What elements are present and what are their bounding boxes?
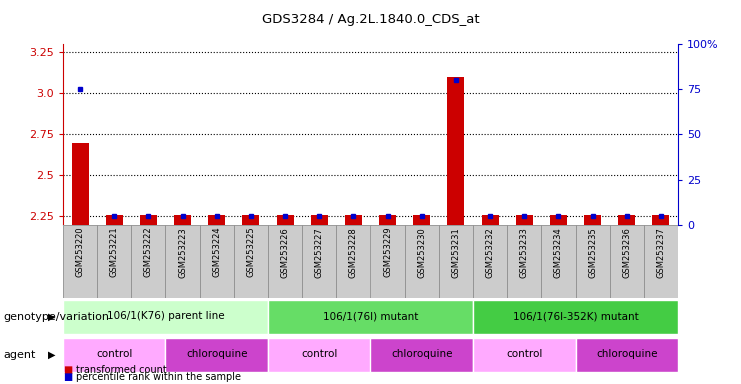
Text: ■: ■ <box>63 372 72 382</box>
Text: GSM253230: GSM253230 <box>417 227 426 278</box>
Text: control: control <box>301 349 337 359</box>
Bar <box>268 300 473 334</box>
Bar <box>482 215 499 225</box>
Bar <box>507 225 542 298</box>
Bar <box>336 225 370 298</box>
Text: GSM253236: GSM253236 <box>622 227 631 278</box>
Bar <box>140 215 157 225</box>
Text: GSM253235: GSM253235 <box>588 227 597 278</box>
Text: GSM253227: GSM253227 <box>315 227 324 278</box>
Bar <box>473 300 678 334</box>
Text: GSM253232: GSM253232 <box>485 227 494 278</box>
Bar <box>413 215 431 225</box>
Text: GSM253226: GSM253226 <box>281 227 290 278</box>
Bar <box>63 338 165 372</box>
Bar <box>610 225 644 298</box>
Bar <box>165 338 268 372</box>
Text: GSM253234: GSM253234 <box>554 227 563 278</box>
Text: agent: agent <box>4 350 36 360</box>
Bar <box>439 225 473 298</box>
Bar <box>448 77 465 225</box>
Text: GSM253224: GSM253224 <box>212 227 222 278</box>
Text: GSM253225: GSM253225 <box>247 227 256 278</box>
Bar <box>199 225 234 298</box>
Bar <box>310 215 328 225</box>
Text: GSM253228: GSM253228 <box>349 227 358 278</box>
Text: 106/1(76I-352K) mutant: 106/1(76I-352K) mutant <box>513 311 639 321</box>
Text: GSM253220: GSM253220 <box>76 227 84 278</box>
Bar <box>208 215 225 225</box>
Bar <box>576 338 678 372</box>
Bar <box>63 300 268 334</box>
Text: GSM253222: GSM253222 <box>144 227 153 278</box>
Text: chloroquine: chloroquine <box>596 349 657 359</box>
Text: GSM253223: GSM253223 <box>178 227 187 278</box>
Bar <box>276 215 293 225</box>
Bar <box>106 215 123 225</box>
Bar <box>473 225 507 298</box>
Bar <box>542 225 576 298</box>
Bar <box>63 225 97 298</box>
Bar <box>618 215 635 225</box>
Text: 106/1(K76) parent line: 106/1(K76) parent line <box>107 311 225 321</box>
Text: GSM253237: GSM253237 <box>657 227 665 278</box>
Text: percentile rank within the sample: percentile rank within the sample <box>76 372 242 382</box>
Text: GSM253229: GSM253229 <box>383 227 392 278</box>
Bar <box>165 225 199 298</box>
Bar <box>550 215 567 225</box>
Text: chloroquine: chloroquine <box>391 349 453 359</box>
Text: ▶: ▶ <box>48 350 56 360</box>
Bar <box>644 225 678 298</box>
Text: ■: ■ <box>63 365 72 375</box>
Bar <box>652 215 669 225</box>
Bar <box>473 338 576 372</box>
Bar <box>72 142 89 225</box>
Bar <box>234 225 268 298</box>
Text: chloroquine: chloroquine <box>186 349 247 359</box>
Bar <box>379 215 396 225</box>
Bar <box>302 225 336 298</box>
Bar <box>516 215 533 225</box>
Bar <box>97 225 131 298</box>
Text: control: control <box>96 349 133 359</box>
Bar <box>242 215 259 225</box>
Bar <box>345 215 362 225</box>
Text: transformed count: transformed count <box>76 365 167 375</box>
Bar <box>576 225 610 298</box>
Text: GDS3284 / Ag.2L.1840.0_CDS_at: GDS3284 / Ag.2L.1840.0_CDS_at <box>262 13 479 26</box>
Bar <box>405 225 439 298</box>
Text: genotype/variation: genotype/variation <box>4 312 110 322</box>
Text: ▶: ▶ <box>48 312 56 322</box>
Text: GSM253233: GSM253233 <box>519 227 529 278</box>
Text: control: control <box>506 349 542 359</box>
Text: 106/1(76I) mutant: 106/1(76I) mutant <box>323 311 418 321</box>
Bar <box>268 225 302 298</box>
Bar <box>584 215 601 225</box>
Bar <box>174 215 191 225</box>
Bar <box>131 225 165 298</box>
Bar <box>370 225 405 298</box>
Bar <box>268 338 370 372</box>
Text: GSM253231: GSM253231 <box>451 227 460 278</box>
Text: GSM253221: GSM253221 <box>110 227 119 278</box>
Bar <box>370 338 473 372</box>
